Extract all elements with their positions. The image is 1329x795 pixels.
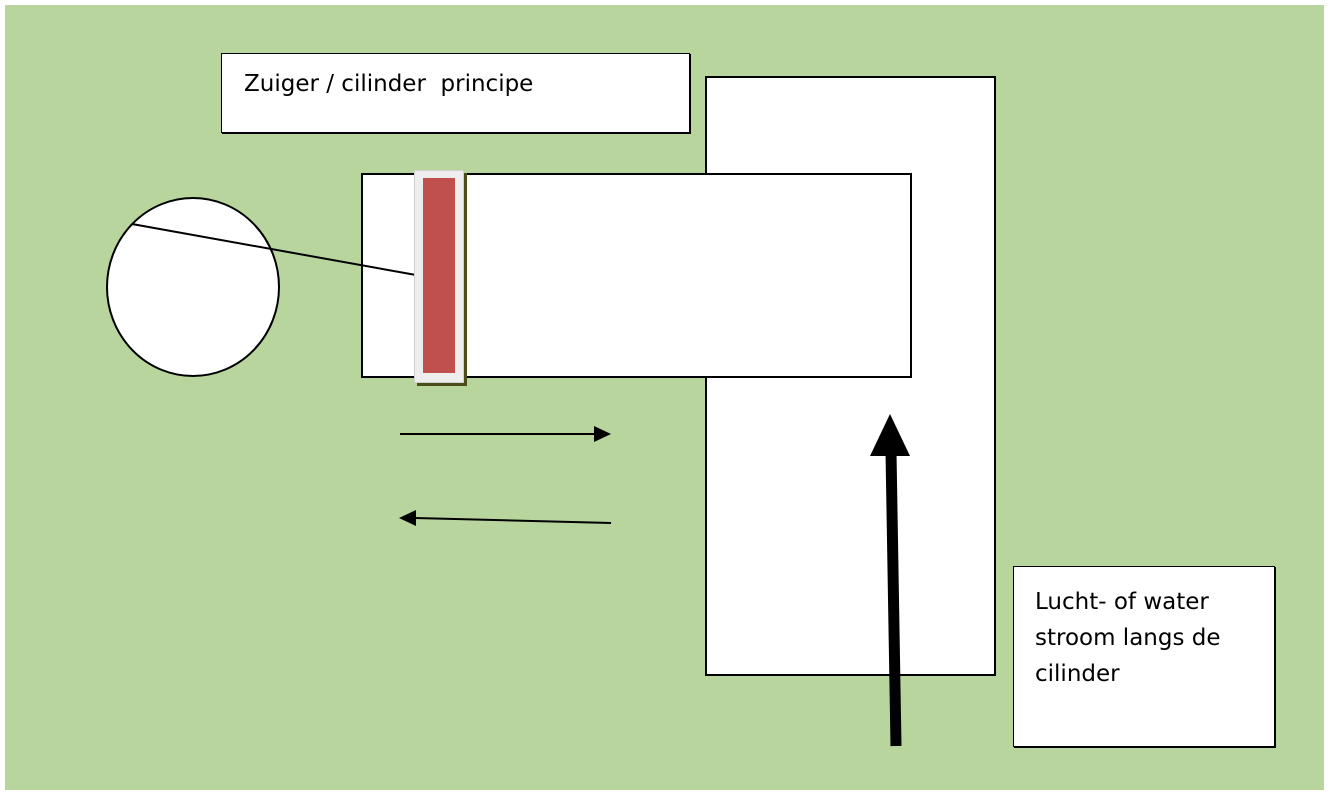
flow-note-box: Lucht- of water stroom langs de cilinder bbox=[1013, 566, 1275, 747]
diagram-title: Zuiger / cilinder principe bbox=[244, 71, 534, 97]
piston-frame bbox=[414, 170, 464, 383]
flow-note-text: Lucht- of water stroom langs de cilinder bbox=[1035, 589, 1221, 687]
piston bbox=[423, 178, 455, 373]
title-box: Zuiger / cilinder principe bbox=[221, 53, 690, 133]
